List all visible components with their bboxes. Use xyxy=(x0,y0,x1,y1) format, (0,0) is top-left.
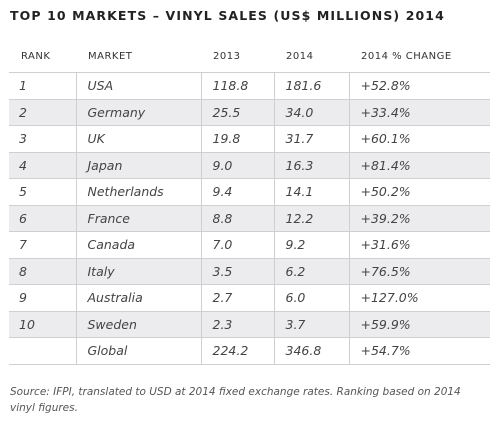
rank-cell xyxy=(9,338,76,365)
table-header-row: RANK MARKET 2013 2014 2014 % CHANGE xyxy=(9,40,490,73)
value-2014-cell: 14.1 xyxy=(273,178,349,205)
value-2013-cell: 2.7 xyxy=(200,284,274,311)
market-cell: France xyxy=(75,205,201,232)
header-market: MARKET xyxy=(88,50,133,62)
market-cell: UK xyxy=(75,125,201,152)
value-2013-cell: 9.0 xyxy=(200,152,274,179)
table-row: 5 Netherlands 9.4 14.1 +50.2% xyxy=(9,178,490,205)
market-cell: Japan xyxy=(75,152,201,179)
value-2014-cell: 346.8 xyxy=(273,337,349,364)
value-2013-cell: 25.5 xyxy=(200,99,274,126)
rank-cell: 3 xyxy=(19,131,27,147)
rank-cell: 1 xyxy=(19,78,27,94)
table-row: 7 Canada 7.0 9.2 +31.6% xyxy=(9,231,490,258)
table-row: 3 UK 19.8 31.7 +60.1% xyxy=(9,125,490,152)
rank-cell: 9 xyxy=(19,290,27,306)
market-cell: Netherlands xyxy=(75,178,201,205)
change-cell: +127.0% xyxy=(348,284,490,311)
value-2013-cell: 224.2 xyxy=(200,337,274,364)
value-2014-cell: 34.0 xyxy=(273,99,349,126)
source-note: Source: IFPI, translated to USD at 2014 … xyxy=(10,386,461,414)
market-cell: Italy xyxy=(75,258,201,285)
table-row: 6 France 8.8 12.2 +39.2% xyxy=(9,205,490,232)
change-cell: +50.2% xyxy=(348,178,490,205)
header-rank: RANK xyxy=(21,50,51,62)
table-row: 1 USA 118.8 181.6 +52.8% xyxy=(9,72,490,99)
market-cell: Canada xyxy=(75,231,201,258)
market-cell: Sweden xyxy=(75,311,201,338)
change-cell: +60.1% xyxy=(348,125,490,152)
value-2014-cell: 3.7 xyxy=(273,311,349,338)
value-2013-cell: 9.4 xyxy=(200,178,274,205)
change-cell: +52.8% xyxy=(348,72,490,99)
table-row: 8 Italy 3.5 6.2 +76.5% xyxy=(9,258,490,285)
table-row: Global 224.2 346.8 +54.7% xyxy=(9,337,490,365)
value-2014-cell: 16.3 xyxy=(273,152,349,179)
rank-cell: 7 xyxy=(19,237,27,253)
rank-cell: 10 xyxy=(9,311,76,338)
change-cell: +33.4% xyxy=(348,99,490,126)
value-2014-cell: 12.2 xyxy=(273,205,349,232)
rank-cell: 6 xyxy=(9,205,76,232)
value-2013-cell: 2.3 xyxy=(200,311,274,338)
table-title: TOP 10 MARKETS – VINYL SALES (US$ MILLIO… xyxy=(10,8,445,23)
rank-cell: 5 xyxy=(19,184,27,200)
header-2013: 2013 xyxy=(213,50,241,62)
value-2013-cell: 3.5 xyxy=(200,258,274,285)
market-cell: USA xyxy=(75,72,201,99)
vinyl-sales-table: RANK MARKET 2013 2014 2014 % CHANGE 1 USA… xyxy=(9,40,490,365)
value-2014-cell: 9.2 xyxy=(273,231,349,258)
value-2014-cell: 6.2 xyxy=(273,258,349,285)
change-cell: +31.6% xyxy=(348,231,490,258)
table-row: 4 Japan 9.0 16.3 +81.4% xyxy=(9,152,490,179)
change-cell: +54.7% xyxy=(348,337,490,364)
rank-cell: 8 xyxy=(9,258,76,285)
header-change: 2014 % CHANGE xyxy=(361,50,452,62)
table-row: 10 Sweden 2.3 3.7 +59.9% xyxy=(9,311,490,338)
change-cell: +59.9% xyxy=(348,311,490,338)
market-cell: Global xyxy=(75,337,201,364)
value-2013-cell: 118.8 xyxy=(200,72,274,99)
value-2014-cell: 181.6 xyxy=(273,72,349,99)
market-cell: Australia xyxy=(75,284,201,311)
value-2013-cell: 19.8 xyxy=(200,125,274,152)
change-cell: +39.2% xyxy=(348,205,490,232)
value-2014-cell: 31.7 xyxy=(273,125,349,152)
change-cell: +76.5% xyxy=(348,258,490,285)
rank-cell: 2 xyxy=(9,99,76,126)
table-body: 1 USA 118.8 181.6 +52.8% 2 Germany 25.5 34.0 +33.… xyxy=(9,72,490,365)
market-cell: Germany xyxy=(75,99,201,126)
change-cell: +81.4% xyxy=(348,152,490,179)
value-2013-cell: 7.0 xyxy=(200,231,274,258)
value-2014-cell: 6.0 xyxy=(273,284,349,311)
header-2014: 2014 xyxy=(286,50,314,62)
rank-cell: 4 xyxy=(9,152,76,179)
table-row: 2 Germany 25.5 34.0 +33.4% xyxy=(9,99,490,126)
value-2013-cell: 8.8 xyxy=(200,205,274,232)
table-row: 9 Australia 2.7 6.0 +127.0% xyxy=(9,284,490,311)
